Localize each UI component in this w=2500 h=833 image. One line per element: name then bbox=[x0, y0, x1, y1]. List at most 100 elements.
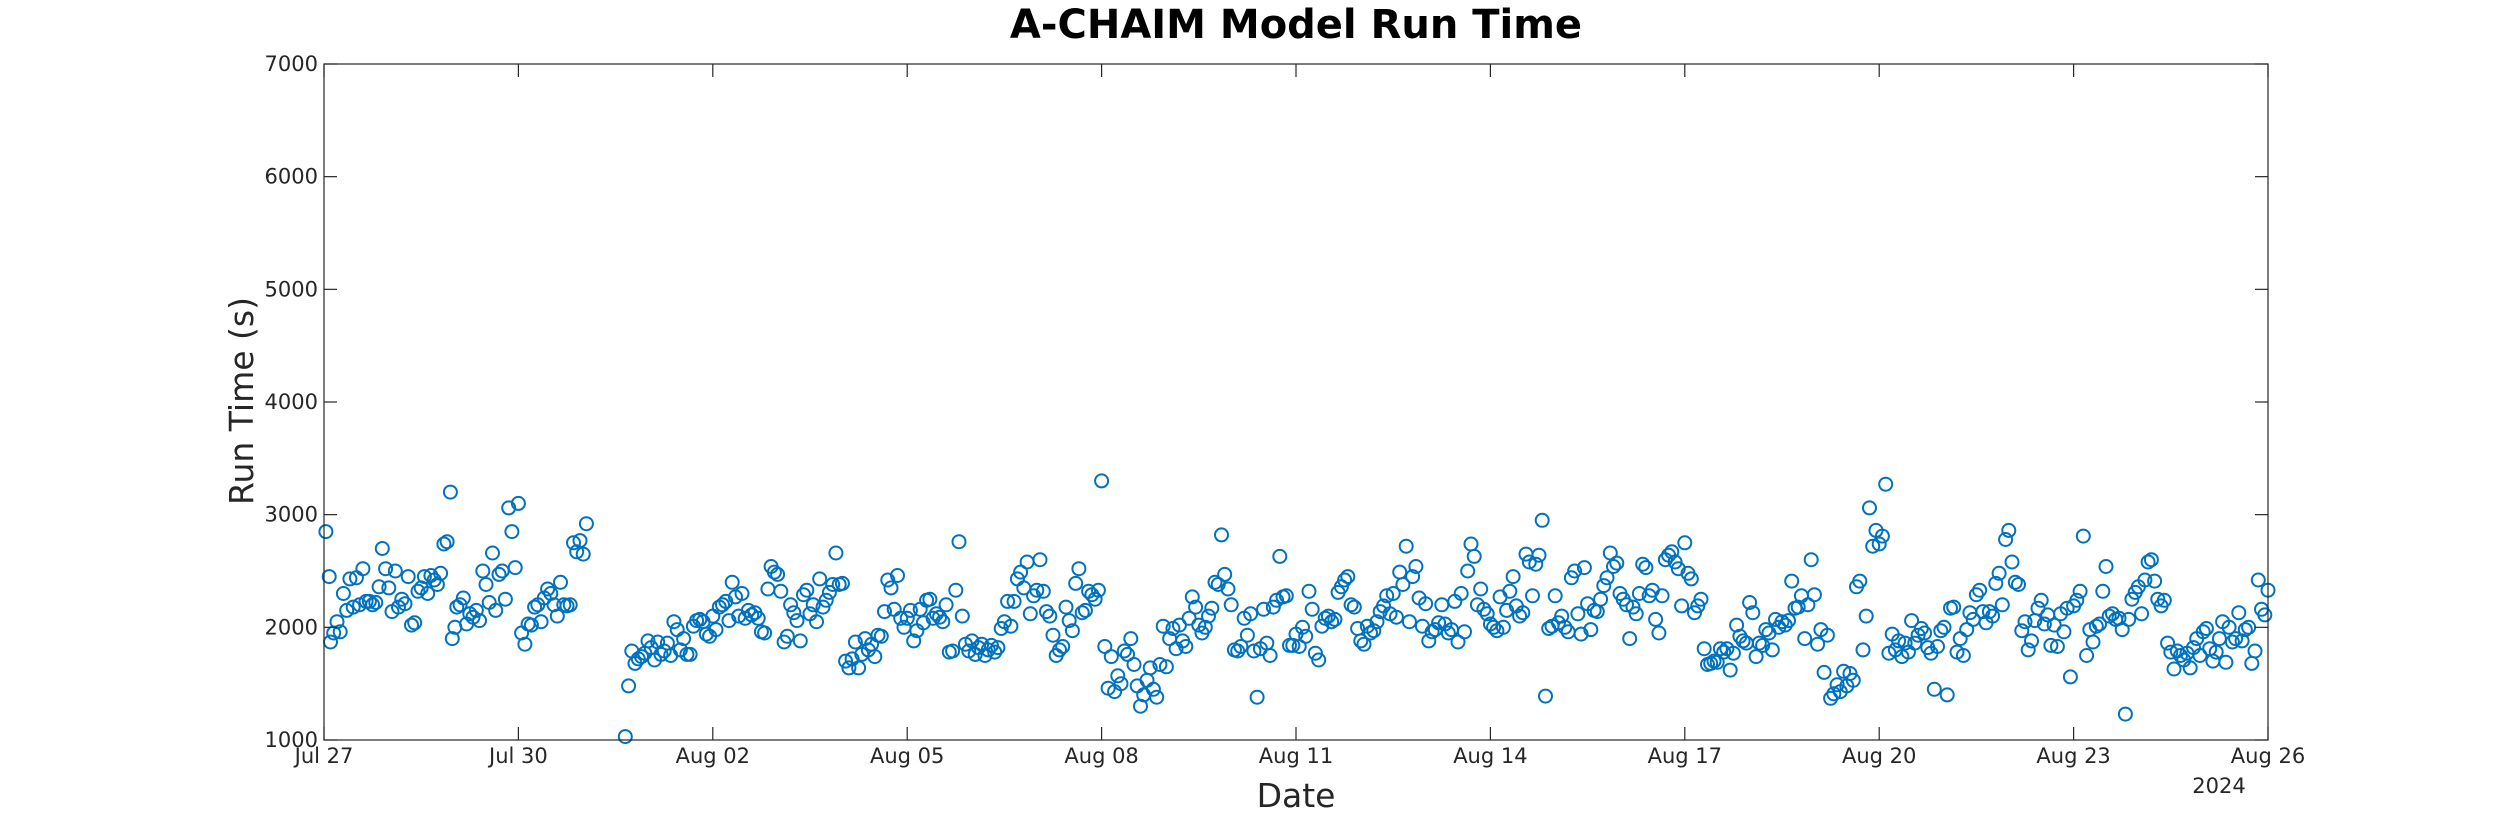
data-point bbox=[779, 628, 795, 644]
data-point bbox=[1845, 672, 1861, 688]
x-tick-label: Aug 20 bbox=[1842, 744, 1916, 768]
data-point bbox=[1191, 617, 1207, 633]
data-point bbox=[1346, 599, 1362, 615]
data-point bbox=[770, 566, 786, 582]
data-point bbox=[841, 660, 857, 676]
data-point bbox=[1619, 597, 1634, 613]
data-point bbox=[1955, 648, 1971, 663]
data-point bbox=[1421, 633, 1437, 649]
data-point bbox=[1401, 614, 1417, 630]
data-point bbox=[1492, 589, 1508, 605]
data-point bbox=[452, 597, 468, 613]
data-point bbox=[828, 545, 844, 561]
data-point bbox=[2250, 572, 2266, 588]
data-point bbox=[1006, 593, 1022, 609]
data-point bbox=[329, 614, 345, 630]
x-tick-label: Jul 27 bbox=[293, 744, 354, 768]
data-point bbox=[1748, 649, 1764, 665]
data-point bbox=[2011, 577, 2026, 592]
data-point bbox=[1939, 687, 1955, 703]
data-point bbox=[439, 534, 455, 550]
data-point bbox=[1994, 597, 2010, 613]
data-point bbox=[2059, 600, 2075, 616]
data-point bbox=[2134, 606, 2150, 622]
data-point bbox=[1946, 599, 1962, 615]
data-point bbox=[805, 597, 821, 613]
data-point bbox=[1716, 644, 1732, 660]
data-point bbox=[1103, 649, 1119, 665]
data-point bbox=[1055, 639, 1071, 654]
data-point bbox=[760, 581, 776, 597]
data-point bbox=[1249, 689, 1265, 705]
data-point bbox=[2156, 592, 2172, 608]
data-point bbox=[1683, 571, 1699, 587]
data-point bbox=[834, 575, 850, 591]
data-point bbox=[1019, 554, 1035, 570]
data-point bbox=[1369, 614, 1385, 630]
data-point bbox=[527, 599, 543, 615]
data-point bbox=[1398, 538, 1414, 554]
data-point bbox=[1408, 559, 1424, 574]
data-point bbox=[2163, 644, 2179, 660]
data-point bbox=[1651, 625, 1667, 641]
data-point bbox=[1693, 591, 1709, 607]
data-point bbox=[1816, 664, 1832, 680]
data-point bbox=[789, 613, 805, 629]
data-point bbox=[1985, 608, 2001, 624]
data-point bbox=[708, 622, 724, 638]
data-point bbox=[1991, 565, 2007, 581]
data-point bbox=[847, 634, 863, 650]
data-point bbox=[1784, 573, 1800, 589]
data-point bbox=[1810, 636, 1826, 652]
data-point bbox=[2195, 624, 2211, 640]
data-point bbox=[812, 571, 828, 587]
data-point bbox=[2140, 554, 2156, 570]
axis-ticks: 1000 2000 3000 4000 5000 6000 7000 Jul 27 Jul 30… bbox=[265, 52, 2306, 768]
data-point bbox=[2231, 605, 2247, 621]
data-point bbox=[1855, 642, 1871, 658]
data-point bbox=[2221, 619, 2237, 635]
data-point bbox=[1343, 597, 1359, 613]
data-point bbox=[1654, 588, 1670, 604]
data-point bbox=[2007, 574, 2023, 590]
data-point bbox=[475, 563, 491, 579]
data-point bbox=[659, 635, 675, 651]
data-point bbox=[485, 545, 500, 561]
x-tick-label: Aug 17 bbox=[1648, 744, 1722, 768]
data-point bbox=[1852, 573, 1868, 589]
data-point bbox=[1032, 552, 1048, 568]
data-point bbox=[676, 631, 692, 647]
data-point bbox=[2121, 611, 2137, 627]
data-point bbox=[2033, 592, 2049, 608]
data-point bbox=[1998, 532, 2014, 547]
data-point bbox=[533, 614, 549, 630]
data-point bbox=[1116, 643, 1132, 659]
data-point bbox=[1385, 586, 1401, 601]
data-point bbox=[1865, 538, 1881, 554]
data-point bbox=[374, 541, 390, 556]
data-point bbox=[404, 617, 419, 633]
data-point bbox=[1307, 645, 1323, 661]
data-point bbox=[1311, 652, 1327, 668]
data-point bbox=[381, 580, 397, 596]
data-point bbox=[1149, 689, 1165, 705]
data-point bbox=[621, 678, 637, 694]
data-point bbox=[1324, 614, 1340, 630]
data-point bbox=[444, 631, 460, 647]
data-point bbox=[1295, 619, 1310, 635]
data-point bbox=[954, 608, 970, 624]
data-point bbox=[342, 571, 358, 587]
y-tick-label: 5000 bbox=[265, 277, 318, 301]
data-point bbox=[1512, 608, 1528, 624]
data-point bbox=[877, 604, 892, 620]
data-point bbox=[993, 621, 1009, 636]
data-point bbox=[1201, 608, 1216, 624]
data-point bbox=[1058, 599, 1074, 615]
x-tick-label: Aug 26 bbox=[2231, 744, 2305, 768]
data-point bbox=[734, 586, 750, 601]
data-point bbox=[1155, 618, 1171, 634]
data-point bbox=[1871, 536, 1887, 552]
data-point bbox=[1473, 581, 1489, 597]
data-point bbox=[1797, 631, 1813, 647]
data-point bbox=[2211, 631, 2227, 647]
